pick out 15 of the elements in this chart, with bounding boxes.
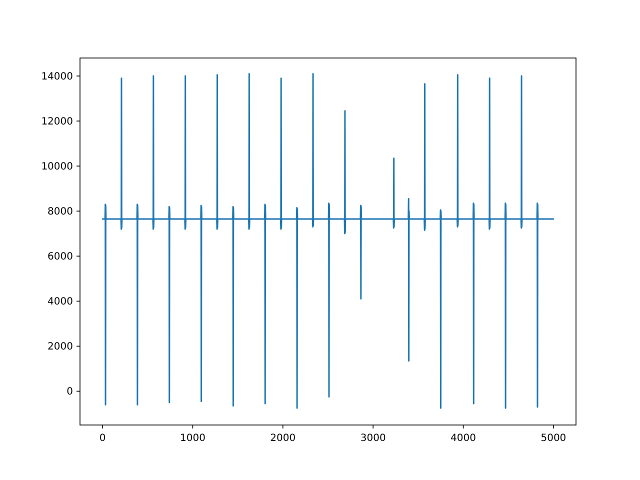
line-series [102,73,554,409]
x-tick-label: 4000 [450,433,476,444]
x-tick-label: 2000 [270,433,296,444]
y-tick-label: 14000 [41,72,73,83]
x-tick-label: 1000 [180,433,206,444]
y-tick-label: 6000 [48,252,73,263]
y-tick-label: 2000 [48,342,73,353]
y-tick-label: 10000 [41,162,73,173]
x-tick-label: 5000 [540,433,566,444]
y-tick-label: 0 [66,386,73,398]
x-tick-label: 0 [99,433,106,444]
y-tick-label: 8000 [48,206,73,218]
y-tick-label: 4000 [48,296,73,308]
x-tick-label: 3000 [360,433,386,444]
y-tick-label: 12000 [41,116,73,128]
